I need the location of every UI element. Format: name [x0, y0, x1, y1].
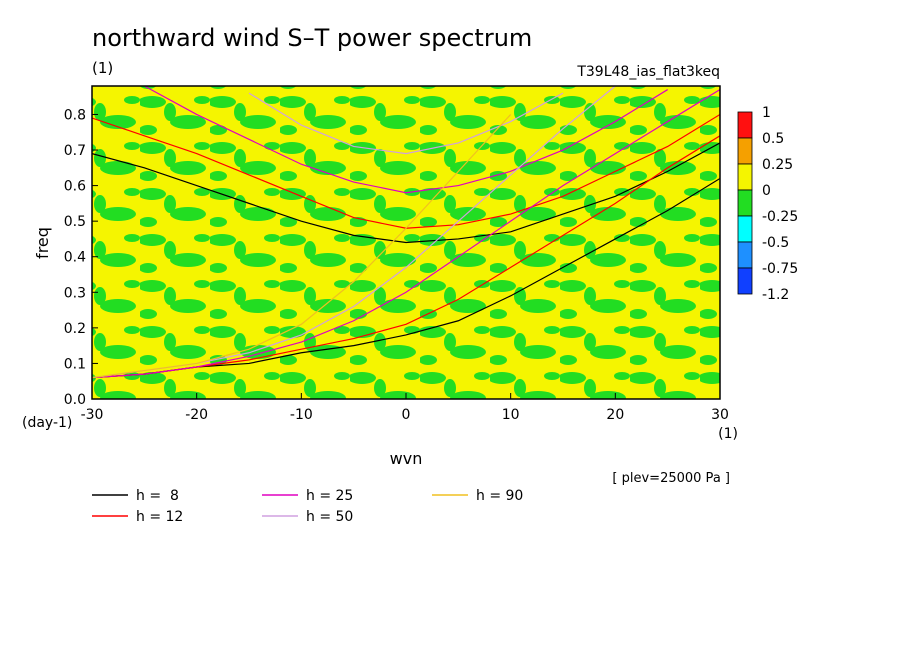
y-tick-label: 0.5 — [64, 214, 86, 230]
x-tick-label: -10 — [290, 407, 313, 423]
colorbar-box — [737, 111, 753, 139]
y-tick-label: 0.1 — [64, 356, 86, 372]
y-tick-label: 0.2 — [64, 321, 86, 337]
dispersion-curve — [92, 114, 512, 379]
x-tick-label: -30 — [81, 407, 104, 423]
colorbar-label: 0.25 — [762, 157, 793, 173]
x-axis-label: wvn — [390, 449, 423, 468]
colorbar-box — [737, 189, 753, 217]
legend-label: h = 12 — [136, 509, 183, 525]
y-tick-label: 0.3 — [64, 285, 86, 301]
legend-label: h = 8 — [136, 488, 179, 504]
colorbar-box — [737, 137, 753, 165]
colorbar-label: 0.5 — [762, 131, 784, 147]
x-tick-label: 10 — [502, 407, 520, 423]
y-tick-label: 0.6 — [64, 179, 86, 195]
dispersion-curve — [92, 89, 720, 379]
x-tick-label: -20 — [185, 407, 208, 423]
chart-title: northward wind S–T power spectrum — [92, 24, 532, 52]
colorbar-label: 0 — [762, 183, 771, 199]
y-tick-label: 0.8 — [64, 107, 86, 123]
x-tick-label: 30 — [711, 407, 729, 423]
y-tick-label: 0.0 — [64, 392, 86, 408]
dispersion-curve — [92, 142, 720, 244]
colorbar-label: -1.2 — [762, 287, 789, 303]
colorbar-label: -0.75 — [762, 261, 798, 277]
annotation: [ plev=25000 Pa ] — [612, 471, 730, 486]
x-unit: (1) — [718, 426, 738, 442]
colorbar-box — [737, 267, 753, 295]
y-tick-label: 0.4 — [64, 250, 86, 266]
y-axis-label: freq — [33, 227, 52, 259]
y-unit: (day-1) — [22, 415, 72, 431]
colorbar-label: -0.5 — [762, 235, 789, 251]
y-tick-label: 0.7 — [64, 143, 86, 159]
x-tick-label: 0 — [402, 407, 411, 423]
colorbar-label: -0.25 — [762, 209, 798, 225]
dispersion-curve — [144, 86, 668, 194]
experiment-label: T39L48_ias_flat3keq — [576, 64, 720, 80]
legend-label: h = 50 — [306, 509, 353, 525]
subtitle: (1) — [92, 59, 113, 77]
legend-label: h = 90 — [476, 488, 523, 504]
x-tick-label: 20 — [606, 407, 624, 423]
colorbar-label: 1 — [762, 105, 771, 121]
legend-label: h = 25 — [306, 488, 353, 504]
colorbar-box — [737, 241, 753, 269]
colorbar-box — [737, 215, 753, 243]
dispersion-curve — [248, 92, 564, 155]
colorbar-box — [737, 163, 753, 191]
